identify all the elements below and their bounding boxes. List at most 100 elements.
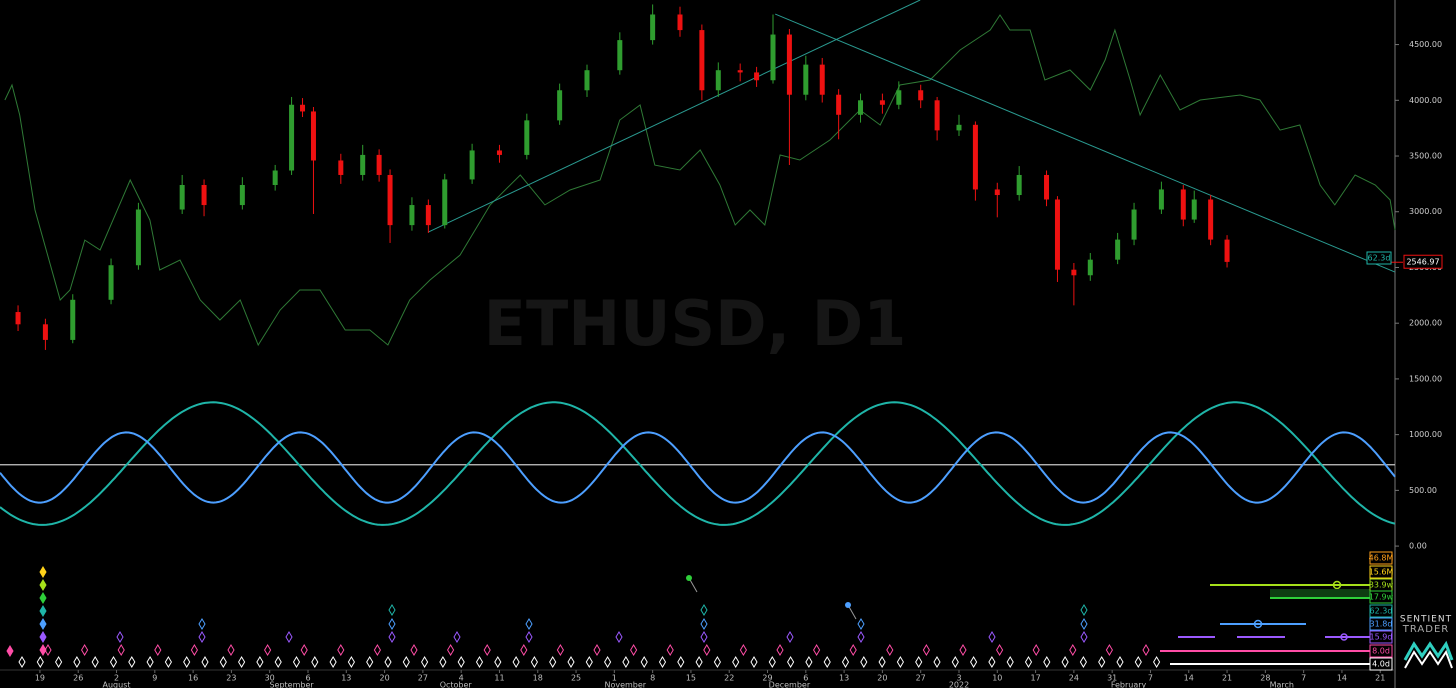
- phase-diamond: [256, 656, 264, 668]
- candle-body: [409, 205, 415, 226]
- phase-diamond: [593, 644, 601, 656]
- phase-diamond: [700, 631, 708, 643]
- month-label: October: [440, 681, 473, 688]
- month-label: September: [269, 681, 314, 688]
- phase-diamond: [896, 656, 904, 668]
- phase-dot: [686, 575, 692, 581]
- x-tick-label: 20: [379, 674, 389, 683]
- phase-diamond: [109, 656, 118, 668]
- x-tick-label: 9: [152, 674, 157, 683]
- phase-diamond: [439, 656, 447, 668]
- x-tick-label: 11: [494, 674, 504, 683]
- cycle-legend-box: [1369, 657, 1393, 671]
- candle-body: [1208, 199, 1214, 240]
- candle-body: [300, 104, 306, 112]
- phase-diamond: [1153, 656, 1161, 668]
- phase-diamond: [732, 656, 740, 668]
- y-tick-label: 0.00: [1409, 542, 1427, 551]
- phase-diamond: [915, 656, 923, 668]
- x-tick-label: 25: [571, 674, 581, 683]
- candle-body: [677, 14, 683, 31]
- cycle-legend-box: [1369, 590, 1393, 604]
- x-tick-label: 30: [265, 674, 275, 683]
- phase-diamond: [183, 656, 191, 668]
- phase-diamond: [1079, 656, 1087, 668]
- phase-diamond: [1043, 656, 1051, 668]
- cycle-legend-label: 46.8M: [1369, 554, 1394, 563]
- candle-body: [699, 30, 705, 91]
- phase-diamond: [285, 631, 293, 643]
- cycle-marker: [1253, 619, 1263, 629]
- phase-diamond: [410, 644, 418, 656]
- phase-diamond: [768, 656, 776, 668]
- phase-diamond: [388, 618, 396, 630]
- month-label: 2022: [949, 681, 969, 688]
- candle-body: [360, 154, 366, 175]
- candle-body: [1158, 189, 1164, 210]
- y-tick-label: 4500.00: [1409, 40, 1442, 49]
- candle-body: [918, 90, 924, 101]
- cycle-legend-label: 15.6M: [1369, 568, 1394, 577]
- candle-body: [376, 154, 382, 175]
- phase-diamond: [695, 656, 703, 668]
- phase-diamond: [36, 656, 44, 668]
- candle-body: [338, 160, 344, 175]
- candle-body: [956, 124, 962, 131]
- y-tick-label: 500.00: [1409, 486, 1437, 495]
- candle-body: [819, 64, 825, 95]
- trend-tag-label: 62.3d: [1368, 254, 1391, 263]
- phase-diamond: [39, 592, 47, 604]
- phase-diamond: [677, 656, 685, 668]
- phase-diamond: [530, 656, 538, 668]
- cycle-marker: [1332, 580, 1342, 590]
- phase-diamond: [750, 656, 758, 668]
- candle-body: [1087, 259, 1093, 276]
- phase-diamond: [373, 644, 381, 656]
- month-label: February: [1111, 681, 1147, 688]
- candle-body: [934, 100, 940, 131]
- x-tick-label: 19: [35, 674, 45, 683]
- candle-body: [1115, 239, 1121, 260]
- cycle-legend-label: 15.9d: [1370, 633, 1393, 642]
- phase-diamond: [1098, 656, 1106, 668]
- x-tick-label: 27: [418, 674, 428, 683]
- candle-body: [1180, 189, 1186, 220]
- candle-body: [972, 124, 978, 190]
- phase-diamond: [739, 644, 747, 656]
- phase-diamond: [512, 656, 520, 668]
- x-tick-label: 23: [226, 674, 236, 683]
- y-tick-label: 1000.00: [1409, 430, 1442, 439]
- phase-diamond: [658, 656, 667, 668]
- phase-diamond: [388, 631, 396, 643]
- phase-diamond: [494, 656, 502, 668]
- phase-diamond: [933, 656, 941, 668]
- x-tick-label: 6: [803, 674, 808, 683]
- candle-body: [496, 150, 502, 155]
- phase-diamond: [329, 656, 337, 668]
- phase-diamond: [713, 656, 721, 668]
- cycle-legend-box: [1369, 565, 1393, 579]
- candle-body: [858, 100, 864, 115]
- phase-diamond: [55, 656, 63, 668]
- x-tick-label: 21: [1222, 674, 1232, 683]
- phase-diamond: [388, 604, 396, 616]
- candle-body: [201, 185, 207, 206]
- x-tick-label: 20: [877, 674, 887, 683]
- candle-body: [737, 70, 743, 73]
- phase-diamond: [475, 656, 484, 668]
- candle-body: [179, 185, 185, 210]
- overlay-line: [4, 14, 1396, 347]
- x-tick-label: 24: [1069, 674, 1079, 683]
- candle-body: [310, 111, 316, 161]
- candle-body: [650, 14, 656, 41]
- phase-dot: [845, 602, 851, 608]
- phase-diamond: [39, 618, 47, 630]
- phase-diamond: [878, 656, 886, 668]
- candle-body: [135, 209, 141, 266]
- phase-diamond: [630, 644, 638, 656]
- phase-diamond: [556, 644, 564, 656]
- x-tick-label: 13: [341, 674, 351, 683]
- candle-body: [1191, 199, 1197, 220]
